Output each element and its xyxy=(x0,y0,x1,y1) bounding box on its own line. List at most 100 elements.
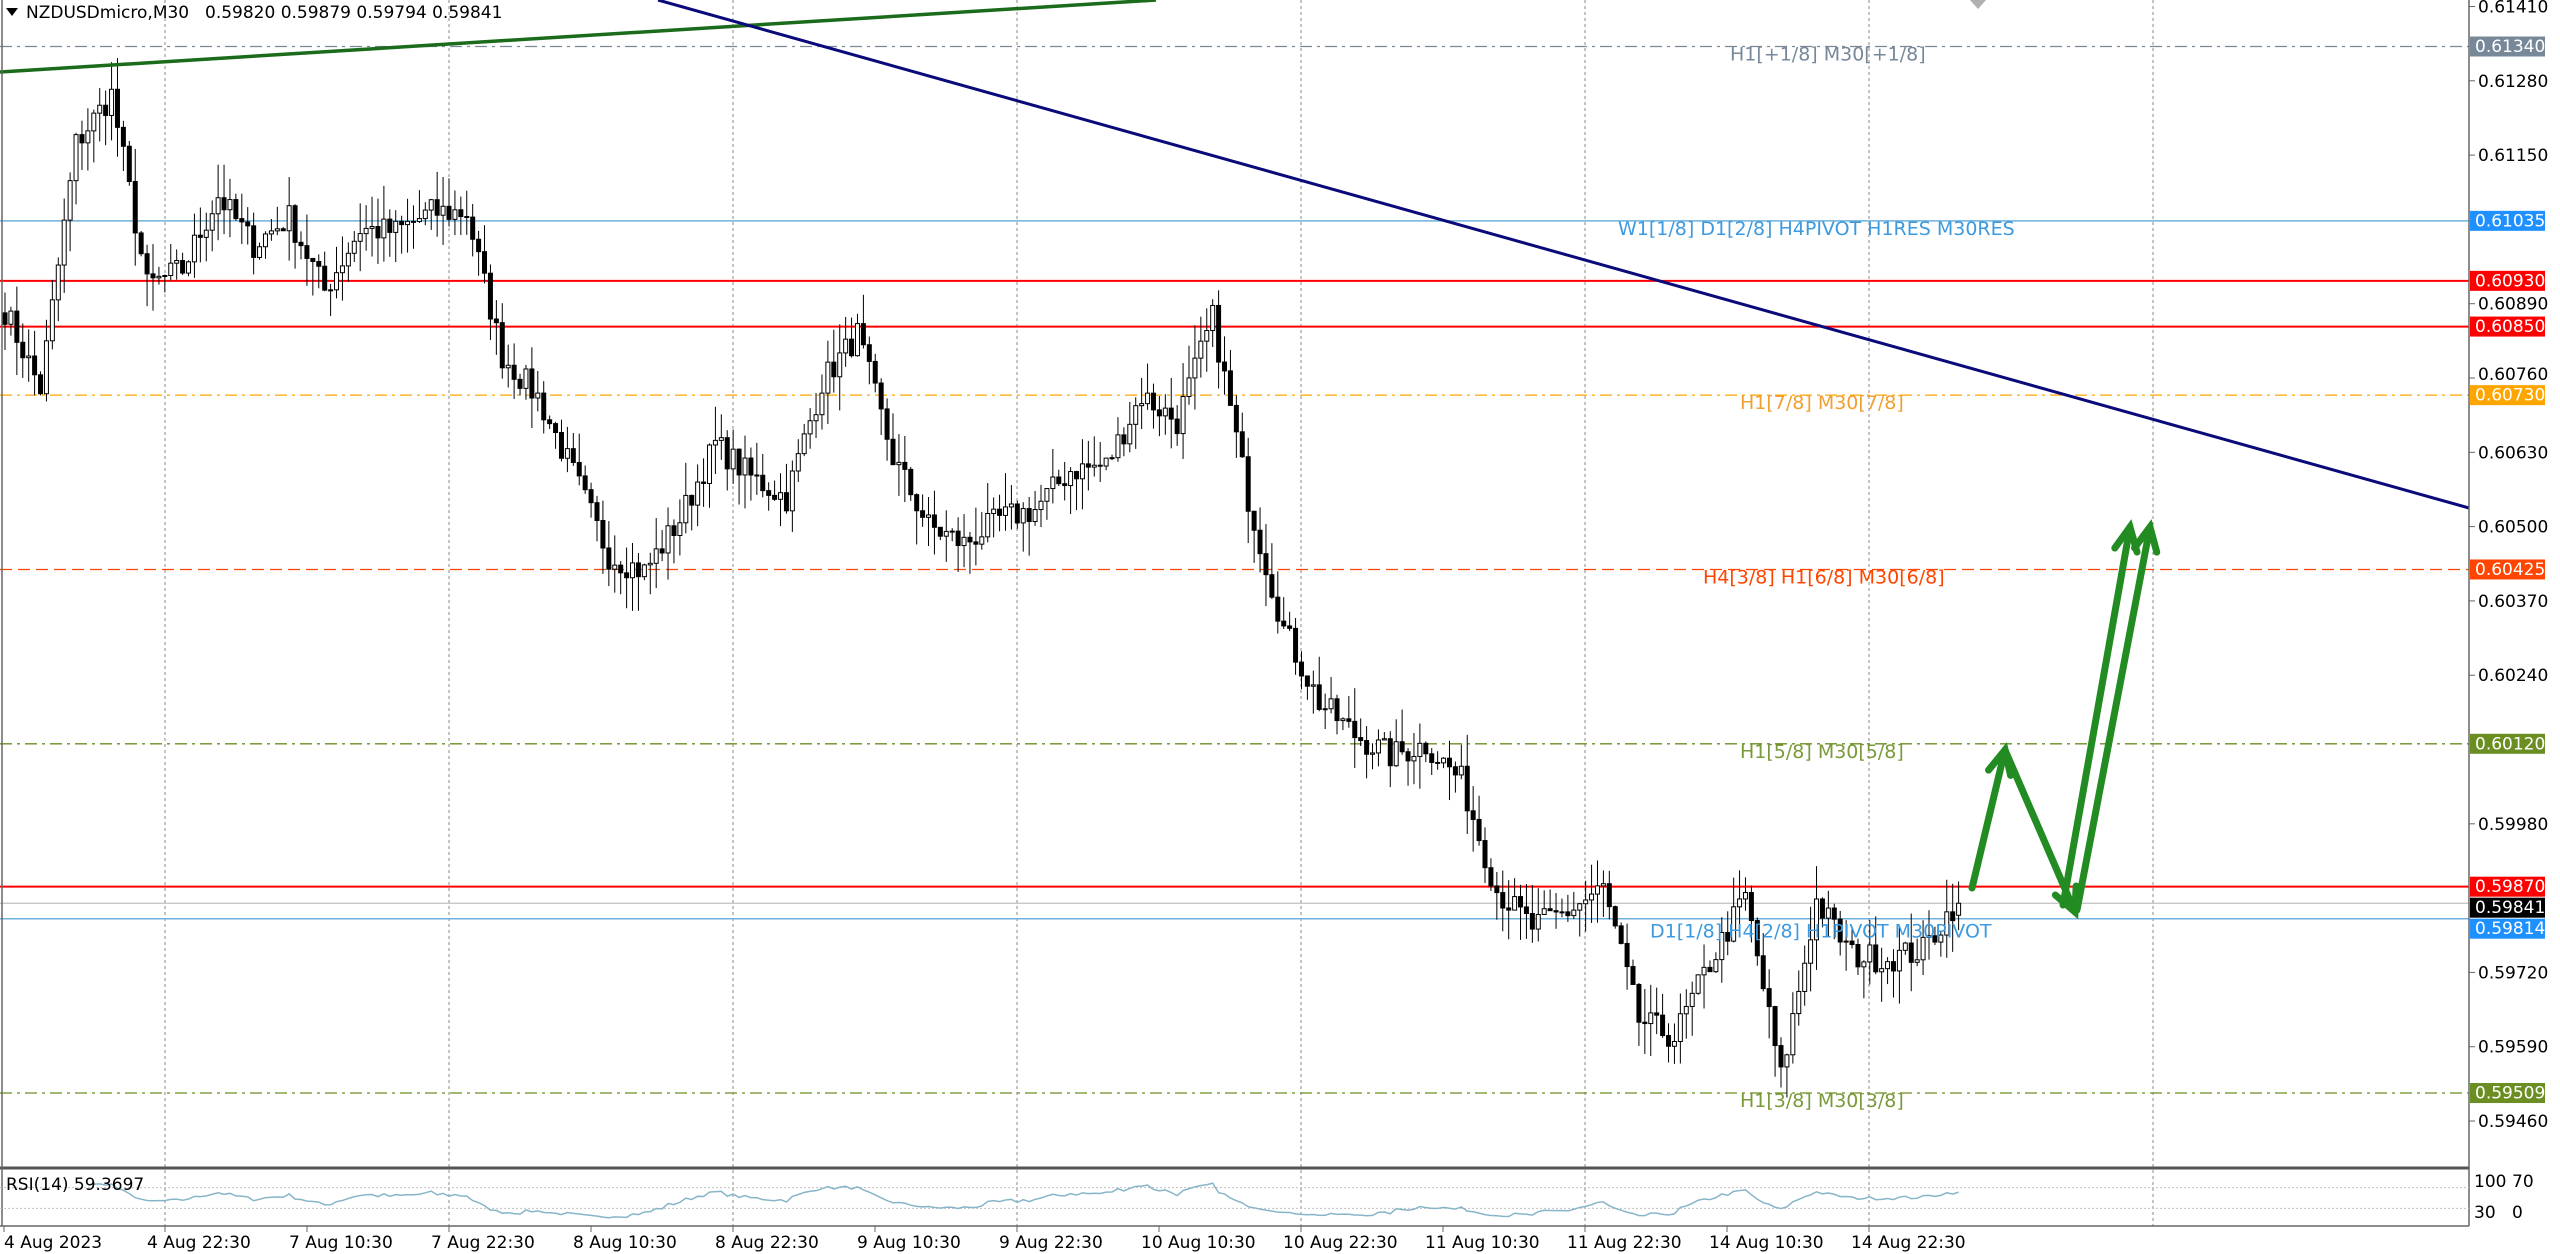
bear-candle xyxy=(1464,765,1470,812)
bull-candle xyxy=(1938,934,1944,943)
bull-candle xyxy=(1701,966,1707,976)
bear-candle xyxy=(920,510,926,518)
bear-candle xyxy=(1423,742,1429,755)
bear-candle xyxy=(1222,361,1228,372)
bear-candle xyxy=(1766,988,1772,1008)
bull-candle xyxy=(1044,488,1050,502)
bear-candle xyxy=(1062,483,1068,487)
bull-candle xyxy=(174,260,180,264)
bear-candle xyxy=(1251,510,1257,531)
bull-candle xyxy=(1790,1013,1796,1056)
bull-candle xyxy=(825,361,831,394)
bear-candle xyxy=(517,378,523,389)
bear-candle xyxy=(724,437,730,470)
price-label-box xyxy=(2470,316,2545,337)
bear-candle xyxy=(1523,906,1529,915)
bear-candle xyxy=(1352,720,1358,739)
bear-candle xyxy=(197,234,203,238)
time-tick-label: 8 Aug 22:30 xyxy=(715,1233,819,1253)
rsi-axis-label: 70 xyxy=(2512,1172,2534,1192)
dropdown-triangle-icon[interactable] xyxy=(6,8,18,16)
bear-candle xyxy=(1056,476,1062,485)
bull-candle xyxy=(43,340,49,395)
price-axis[interactable]: 0.61340 0.61035 0.60930 0.60850 0.60730 0.604… xyxy=(2469,0,2548,1132)
bear-candle xyxy=(493,318,499,324)
bear-candle xyxy=(606,547,612,570)
price-label: 0.59509 xyxy=(2475,1084,2545,1104)
projection-arrows[interactable] xyxy=(1968,519,2161,920)
bear-candle xyxy=(1618,925,1624,944)
bull-candle xyxy=(1689,992,1695,1007)
bear-candle xyxy=(955,530,961,547)
bear-candle xyxy=(410,220,416,223)
level-label: H1[5/8] M30[5/8] xyxy=(1740,741,1904,763)
price-label-box xyxy=(2470,559,2545,580)
bear-candle xyxy=(1666,1035,1672,1047)
bull-candle xyxy=(1594,885,1600,895)
arrow-up-1 xyxy=(1968,746,2009,892)
bear-candle xyxy=(38,374,44,395)
bull-candle xyxy=(730,448,736,470)
bull-candle xyxy=(1020,508,1026,524)
bull-candle xyxy=(262,233,268,248)
bear-candle xyxy=(558,432,564,459)
bear-candle xyxy=(251,225,257,258)
bull-candle xyxy=(1328,698,1334,710)
bear-candle xyxy=(138,232,144,255)
bear-candle xyxy=(1446,757,1452,768)
bear-candle xyxy=(754,474,760,477)
bull-candle xyxy=(1802,962,1808,992)
bear-candle xyxy=(783,492,789,512)
bull-candle xyxy=(1079,463,1085,480)
bear-candle xyxy=(32,355,38,376)
bear-candle xyxy=(553,423,559,434)
bear-candle xyxy=(659,548,665,554)
bull-candle xyxy=(1310,684,1316,687)
bull-candle xyxy=(1192,357,1198,379)
bull-candle xyxy=(428,199,434,211)
bear-candle xyxy=(1168,407,1174,420)
price-tick-label: 0.60500 xyxy=(2478,518,2548,538)
time-tick-label: 7 Aug 10:30 xyxy=(289,1233,393,1253)
bull-candle xyxy=(1417,742,1423,757)
bear-candle xyxy=(849,338,855,357)
bear-candle xyxy=(973,541,979,545)
price-tick-label: 0.60370 xyxy=(2478,592,2548,612)
bear-candle xyxy=(470,216,476,240)
bull-candle xyxy=(357,233,363,242)
bull-candle xyxy=(109,88,115,116)
trendlines[interactable] xyxy=(0,0,2470,510)
bull-candle xyxy=(1109,457,1115,460)
bull-candle xyxy=(1677,1013,1683,1042)
bear-candle xyxy=(1263,553,1269,576)
bear-candle xyxy=(476,238,482,253)
bear-candle xyxy=(1387,738,1393,767)
level-label: H1[7/8] M30[7/8] xyxy=(1740,392,1904,414)
bear-candle xyxy=(79,134,85,144)
bull-candle xyxy=(1322,708,1328,711)
bear-candle xyxy=(582,475,588,491)
bear-candle xyxy=(1156,409,1162,417)
bull-candle xyxy=(1825,907,1831,919)
bear-candle xyxy=(1316,684,1322,710)
bull-candle xyxy=(1139,403,1145,407)
bull-candle xyxy=(452,209,458,220)
bear-candle xyxy=(150,273,156,279)
bull-candle xyxy=(813,414,819,422)
bear-candle xyxy=(399,220,405,226)
bull-candle xyxy=(1370,752,1376,755)
bear-candle xyxy=(1097,464,1103,467)
bear-candle xyxy=(375,226,381,239)
price-label: 0.60120 xyxy=(2475,734,2545,754)
price-label-box xyxy=(2470,897,2545,918)
bull-candle xyxy=(168,262,174,276)
bull-candle xyxy=(61,219,67,266)
bull-candle xyxy=(334,272,340,291)
bear-candle xyxy=(487,272,493,320)
bear-candle xyxy=(547,419,553,425)
price-tick-label: 0.60760 xyxy=(2478,365,2548,385)
bear-candle xyxy=(736,448,742,476)
time-axis[interactable]: 4 Aug 2023 4 Aug 22:30 7 Aug 10:30 7 Aug 22… xyxy=(3,1226,1966,1253)
bull-candle xyxy=(1879,968,1885,973)
